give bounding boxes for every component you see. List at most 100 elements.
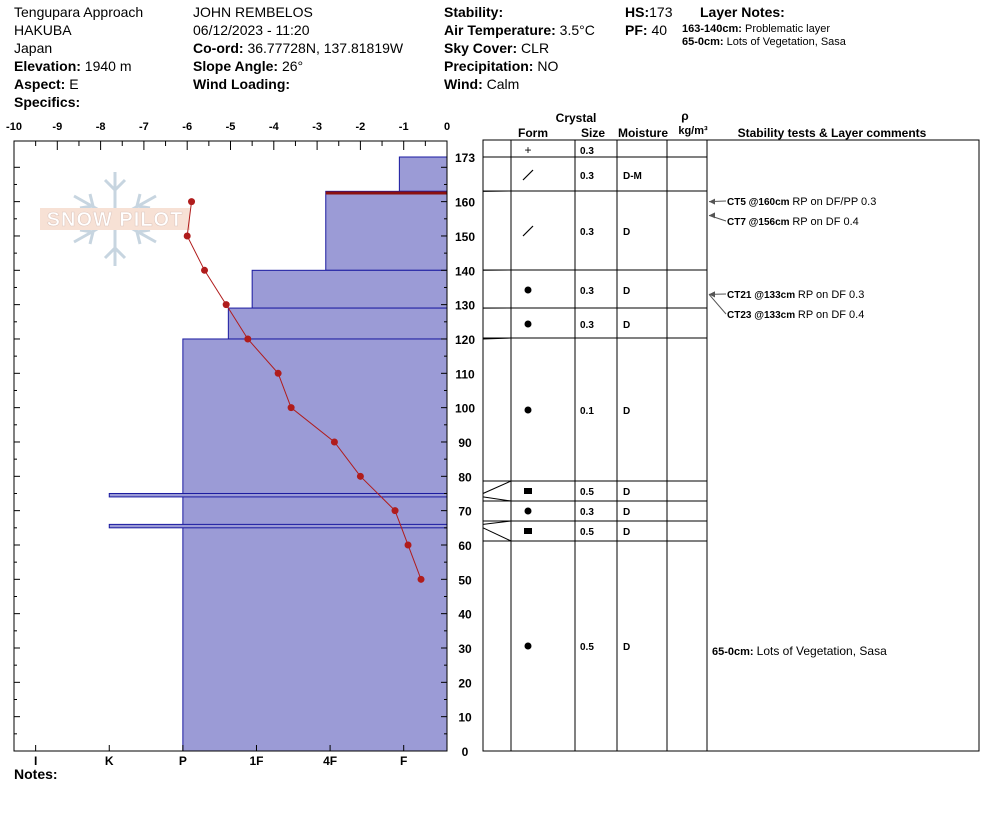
wind-row: Wind: Calm <box>444 76 520 92</box>
size-value: 0.3 <box>580 171 594 182</box>
depth-connector <box>482 496 512 502</box>
observation-datetime: 06/12/2023 - 11:20 <box>193 22 310 38</box>
temperature-point <box>188 198 196 206</box>
layer-table-frame <box>482 139 980 752</box>
depth-connector <box>482 520 512 525</box>
header-density-unit: kg/m³ <box>678 125 708 137</box>
hardness-profile <box>108 156 448 752</box>
depth-tick-label: 70 <box>458 505 472 519</box>
hardness-tick-label: 4F <box>323 754 337 768</box>
coord-row: Co-ord: 36.77728N, 137.81819W <box>193 40 404 56</box>
moisture-value: D <box>623 487 630 498</box>
temp-tick-label: -9 <box>52 121 62 133</box>
size-value: 0.5 <box>580 487 594 498</box>
depth-tick-label: 0 <box>462 745 469 759</box>
temp-tick-label: 0 <box>444 121 450 133</box>
moisture-value: D <box>623 320 630 331</box>
depth-tick-label: 80 <box>458 470 472 484</box>
form-round-icon <box>524 406 532 414</box>
air-temp-value: 3.5°C <box>559 22 595 38</box>
precip-row: Precipitation: NO <box>444 58 559 74</box>
form-plus-icon: + <box>524 143 531 157</box>
temp-tick-label: -10 <box>6 121 22 133</box>
form-faceted-icon <box>522 225 534 237</box>
notes-label: Notes: <box>14 766 58 782</box>
temperature-point <box>356 472 364 480</box>
depth-tick-label: 120 <box>455 333 475 347</box>
temp-tick-label: -2 <box>356 121 366 133</box>
layer-comment-value: Lots of Vegetation, Sasa <box>757 644 887 658</box>
logo-text: SNOW PILOT <box>47 209 184 231</box>
depth-tick-label: 90 <box>458 436 472 450</box>
layer-notes-title: Layer Notes: <box>700 4 785 20</box>
layer-table: Crystal Form Size Moisture ρ kg/m³ Stability t… <box>482 109 980 752</box>
depth-tick-label: 60 <box>458 539 472 553</box>
form-square-icon <box>524 488 532 494</box>
hardness-tick-label: P <box>179 754 187 768</box>
temp-tick-label: -3 <box>312 121 322 133</box>
area-name: HAKUBA <box>14 22 72 38</box>
hardness-layer-2 <box>251 269 448 309</box>
stability-test-result: RP on DF 0.3 <box>798 289 864 301</box>
elevation-value: 1940 m <box>84 58 132 74</box>
temp-tick-label: -5 <box>226 121 236 133</box>
hardness-layer-0 <box>398 156 448 192</box>
header-rho: ρ <box>681 109 688 123</box>
stability-test-text: CT23 @133cm RP on DF 0.4 <box>727 309 864 321</box>
temperature-point <box>201 266 209 274</box>
moisture-value: D <box>623 227 630 238</box>
header-observer-block: JOHN REMBELOS 06/12/2023 - 11:20 Co-ord:… <box>193 3 403 93</box>
moisture-value: D-M <box>623 171 642 182</box>
header-size: Size <box>581 126 605 140</box>
precip-value: NO <box>537 58 559 74</box>
snowpilot-logo: SNOW PILOT <box>40 172 190 266</box>
stability-test-label: CT23 @133cm <box>727 310 798 321</box>
layer-comment-label: 65-0cm: <box>712 646 757 658</box>
hardness-tick-label: F <box>400 754 407 768</box>
temperature-point <box>417 575 425 583</box>
air-temp-row: Air Temperature: 3.5°C <box>444 22 595 38</box>
form-faceted-icon <box>522 169 534 181</box>
stability-test-result: RP on DF 0.4 <box>792 216 858 228</box>
depth-tick-label: 30 <box>458 642 472 656</box>
depth-tick-label: 130 <box>455 299 475 313</box>
moisture-value: D <box>623 642 630 653</box>
depth-tick-label: 173 <box>455 151 475 165</box>
stability-test-label: CT21 @133cm <box>727 290 798 301</box>
depth-tick-label: 100 <box>455 402 475 416</box>
stability-test-result: RP on DF 0.4 <box>798 309 864 321</box>
temperature-point <box>274 369 282 377</box>
header-crystal: Crystal <box>556 111 597 125</box>
moisture-value: D <box>623 527 630 538</box>
stability-test-text: CT7 @156cm RP on DF 0.4 <box>727 216 859 228</box>
header-location-block: Tengupara Approach HAKUBA Japan Elevatio… <box>14 3 143 111</box>
header-layer-notes-block: Layer Notes: 163-140cm: Problematic laye… <box>682 3 846 49</box>
stability-test-label: CT7 @156cm <box>727 217 792 228</box>
depth-tick-label: 10 <box>458 711 472 725</box>
aspect-row: Aspect: E <box>14 76 79 92</box>
moisture-value: D <box>623 406 630 417</box>
stability-test-text: CT21 @133cm RP on DF 0.3 <box>727 289 864 301</box>
temperature-point <box>183 232 191 240</box>
size-value: 0.3 <box>580 286 594 297</box>
temp-tick-label: -8 <box>96 121 106 133</box>
pf-row: PF: 40 <box>625 22 668 38</box>
header-moisture: Moisture <box>618 126 668 140</box>
header-form: Form <box>518 126 548 140</box>
depth-tick-label: 40 <box>458 608 472 622</box>
temperature-point <box>330 438 338 446</box>
depth-tick-label: 50 <box>458 573 472 587</box>
size-value: 0.3 <box>580 227 594 238</box>
temperature-point <box>287 404 295 412</box>
specifics-row: Specifics: <box>14 94 81 110</box>
temperature-point <box>222 301 230 309</box>
test-leader-line <box>708 294 727 315</box>
stability-test-label: CT5 @160cm <box>727 197 792 208</box>
moisture-value: D <box>623 507 630 518</box>
thin-layer-1 <box>108 523 448 529</box>
depth-tick-label: 150 <box>455 230 475 244</box>
header-hs-block: HS:173 PF: 40 <box>625 3 672 39</box>
hardness-tick-label: K <box>105 754 114 768</box>
layer-comment-text: 65-0cm: Lots of Vegetation, Sasa <box>712 644 887 658</box>
